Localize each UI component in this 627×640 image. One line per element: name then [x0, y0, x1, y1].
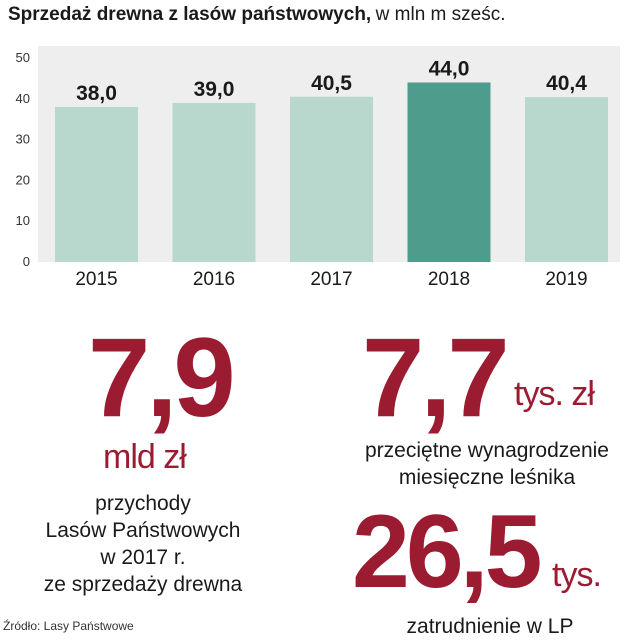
bar-2017 [290, 96, 373, 262]
salary-value: 7,7 [362, 315, 510, 440]
revenue-description-line: przychody [95, 492, 191, 515]
bar-2016 [172, 102, 256, 262]
chart-title-main: Sprzedaż drewna z lasów państwowych, [8, 4, 372, 25]
employment-description-line: zatrudnienie w LP [406, 615, 574, 638]
employment-unit: tys. [552, 556, 602, 594]
revenue-unit: mld zł [103, 438, 187, 476]
bar-chart: 0 10 20 30 40 50 38,0 2015 39,0 2016 40,5 2017 44,0 2… [16, 46, 620, 290]
data-label: 44,0 [429, 57, 470, 80]
salary-unit: tys. zł [514, 375, 595, 413]
bar-2015 [55, 106, 138, 263]
y-tick-label: 50 [16, 50, 30, 65]
y-tick-label: 40 [16, 91, 30, 106]
x-tick-label: 2016 [193, 269, 235, 290]
bar-2018 [407, 82, 491, 262]
salary-description-line: miesięczne leśnika [398, 466, 576, 489]
y-tick-label: 10 [16, 213, 30, 228]
bar-2019 [525, 97, 608, 262]
revenue-description-line: Lasów Państwowych [45, 519, 241, 542]
revenue-description-line: w 2017 r. [100, 546, 186, 569]
y-tick-label: 20 [16, 172, 30, 187]
x-tick-label: 2015 [75, 269, 117, 290]
data-label: 40,4 [546, 72, 587, 95]
chart-title: Sprzedaż drewna z lasów państwowych, w m… [8, 4, 506, 26]
x-tick-label: 2018 [428, 269, 470, 290]
x-tick-label: 2017 [310, 269, 352, 290]
salary-description-line: przeciętne wynagrodzenie [365, 439, 609, 462]
employment-description: zatrudnienie w LP [380, 613, 600, 640]
revenue-description-line: ze sprzedaży drewna [43, 573, 243, 596]
source-note: Źródło: Lasy Państwowe [3, 619, 134, 633]
revenue-description: przychody Lasów Państwowych w 2017 r. ze… [28, 490, 258, 598]
y-tick-label: 0 [23, 254, 30, 269]
data-label: 40,5 [311, 72, 352, 95]
data-label: 38,0 [76, 82, 117, 105]
y-tick-label: 30 [16, 132, 30, 147]
revenue-value: 7,9 [88, 315, 236, 440]
employment-value: 26,5 [352, 494, 542, 610]
x-tick-label: 2019 [545, 269, 587, 290]
data-label: 39,0 [194, 78, 235, 101]
salary-description: przeciętne wynagrodzenie miesięczne leśn… [347, 437, 627, 491]
chart-title-unit: w mln m sześc. [375, 4, 506, 25]
